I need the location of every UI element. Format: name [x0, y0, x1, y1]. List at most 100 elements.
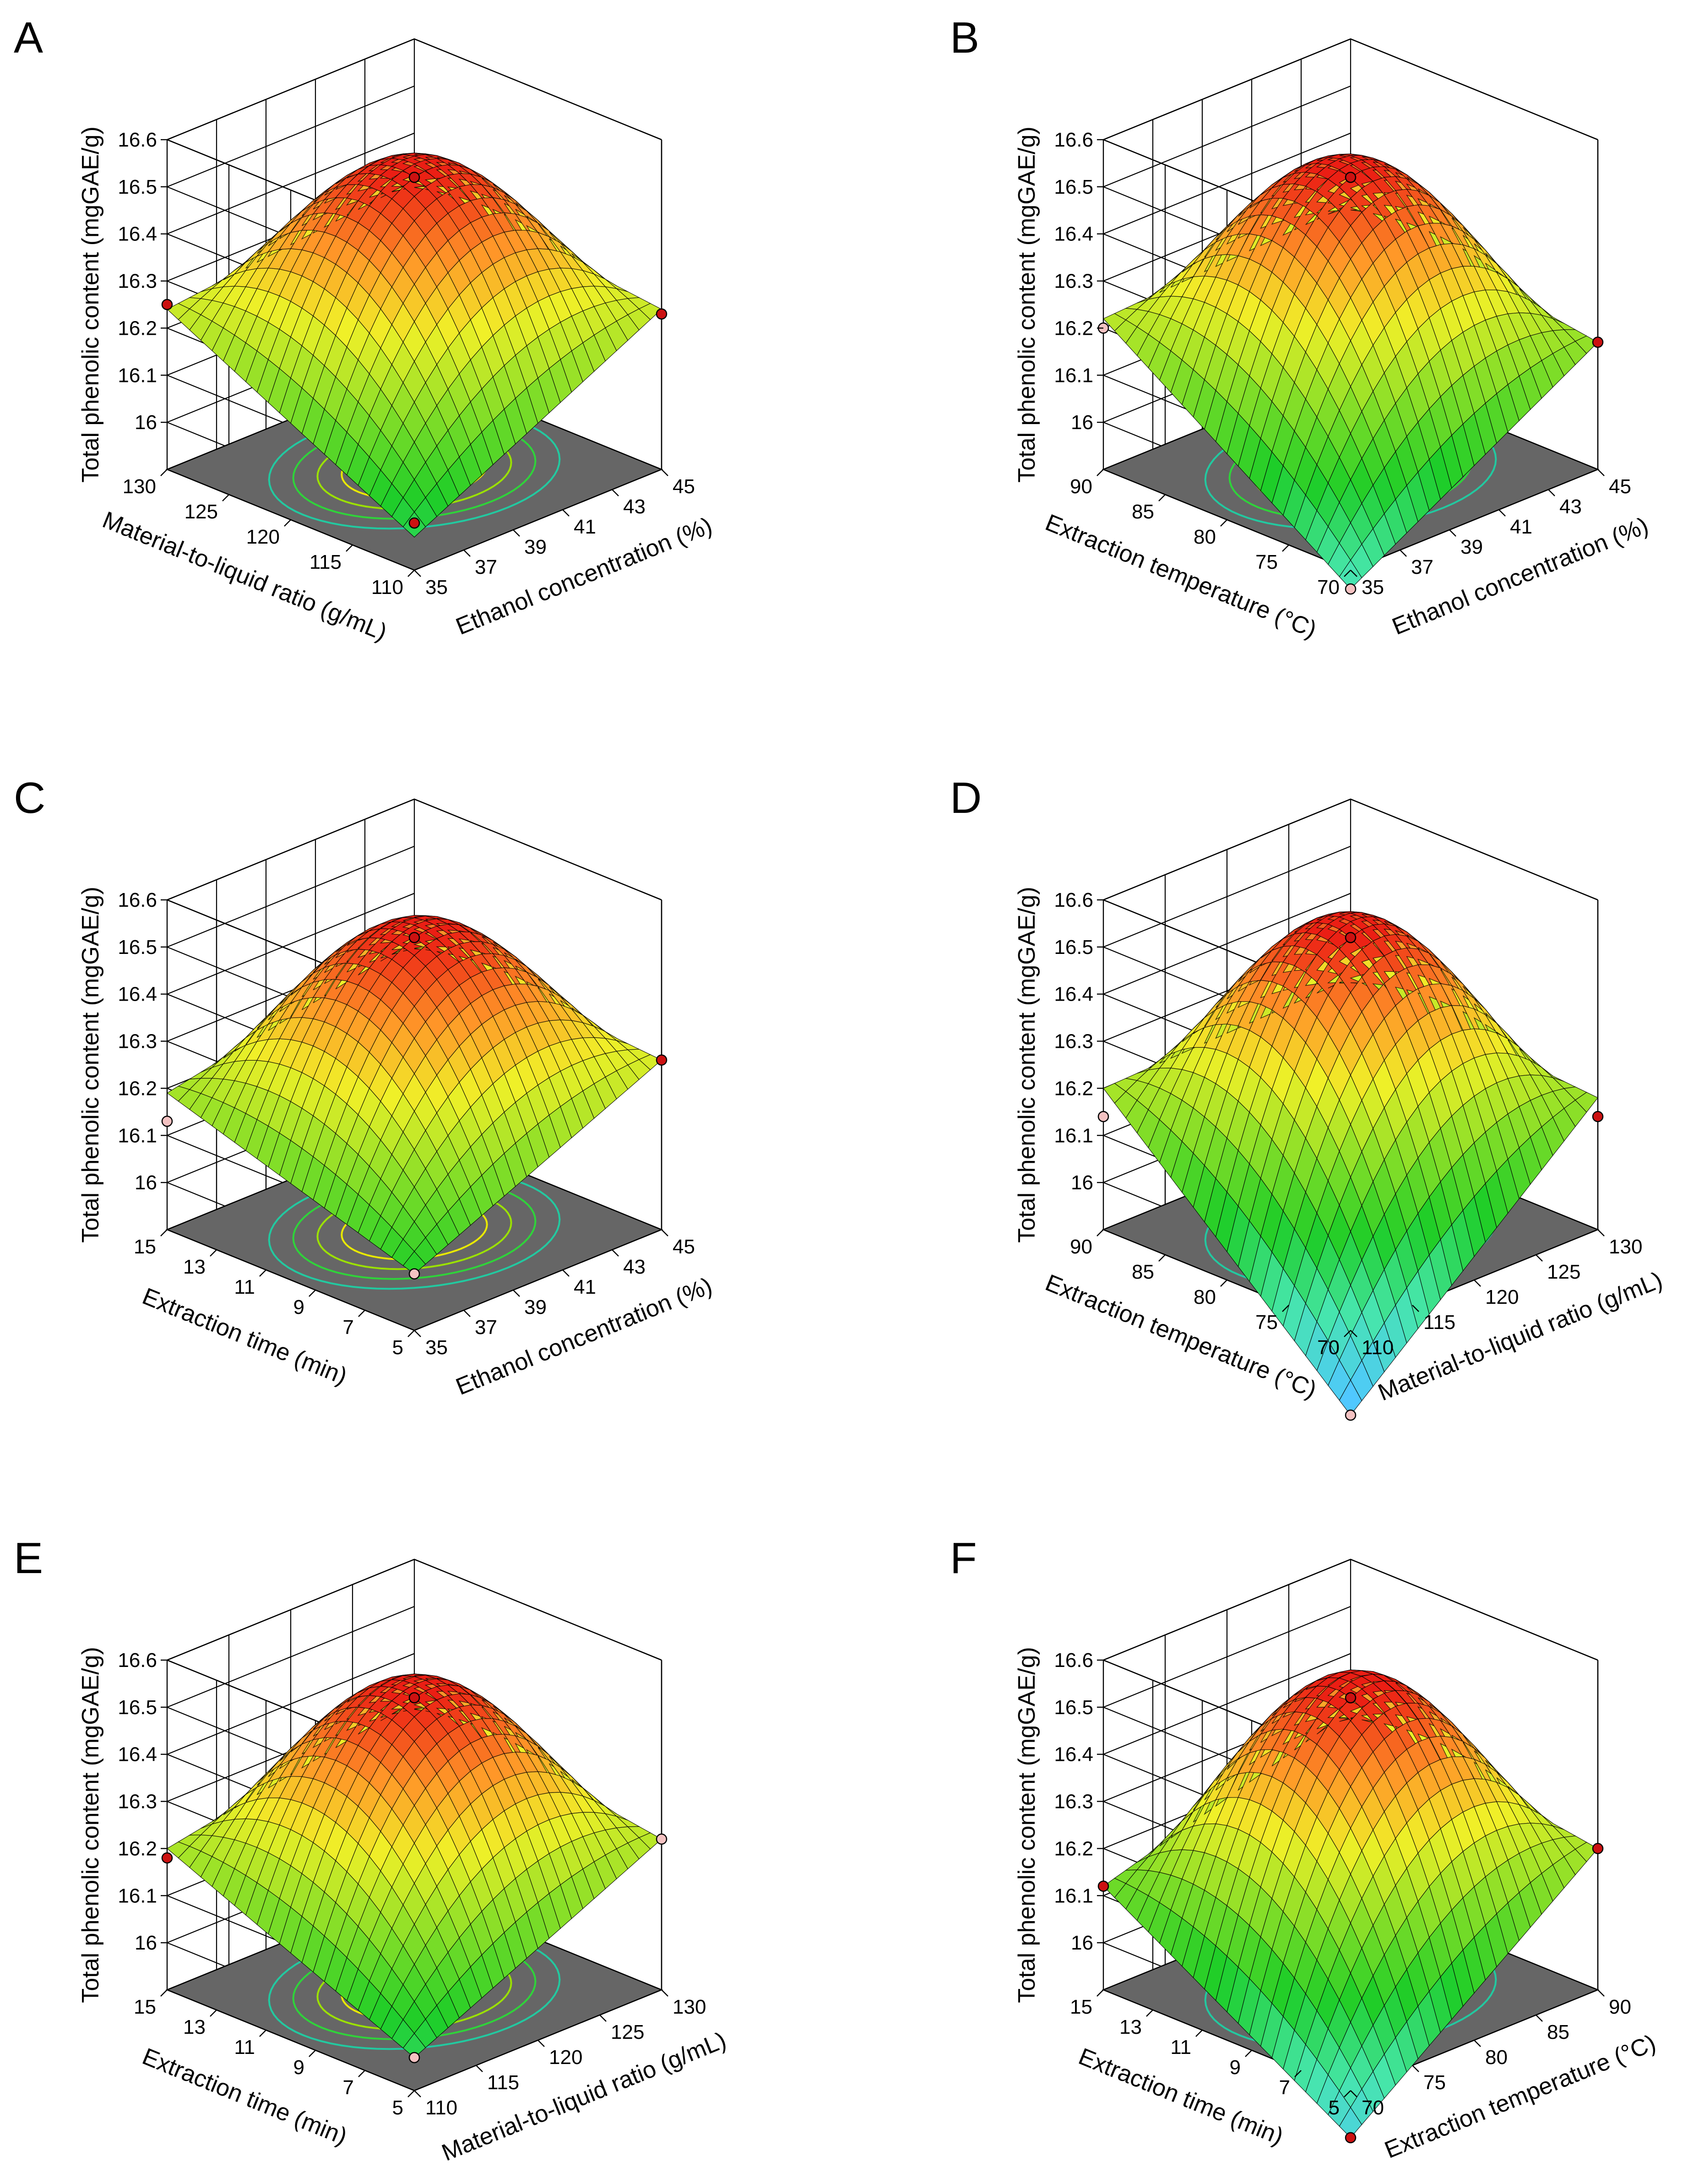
x-tick-label: 45	[673, 475, 695, 498]
x-tick	[1548, 489, 1555, 496]
z-tick-label: 16.1	[1054, 1884, 1093, 1907]
x-tick-label: 130	[673, 1996, 706, 2018]
x-tick-label: 110	[1362, 1336, 1394, 1359]
box-top-edge	[165, 38, 662, 241]
x-tick	[537, 2040, 545, 2047]
z-tick-label: 16.1	[118, 1124, 157, 1147]
x-tick-label: 115	[1423, 1311, 1455, 1334]
y-tick-label: 15	[134, 1236, 156, 1258]
x-tick-label: 35	[425, 576, 448, 599]
y-tick-label: 11	[1170, 2036, 1191, 2059]
z-tick-label: 16.6	[1054, 1649, 1093, 1672]
x-tick	[562, 1269, 570, 1277]
design-point	[408, 517, 420, 529]
x-tick-label: 120	[549, 2046, 582, 2069]
x-tick	[513, 1290, 520, 1297]
y-tick-label: 75	[1255, 551, 1278, 573]
x-tick	[612, 489, 619, 496]
y-tick	[1220, 1280, 1227, 1287]
design-point	[1097, 1111, 1109, 1122]
z-tick-label: 16.6	[118, 1649, 157, 1672]
y-tick	[1158, 494, 1166, 501]
y-tick	[1245, 2050, 1252, 2057]
z-tick-label: 16.3	[118, 270, 157, 293]
x-tick	[1597, 469, 1605, 476]
z-axis-title: Total phenolic content (mgGAE/g)	[77, 887, 104, 1243]
x-tick-label: 41	[574, 1276, 596, 1298]
y-tick-label: 125	[185, 501, 218, 523]
y-tick	[1146, 2010, 1153, 2017]
y-tick-label: 110	[371, 576, 403, 599]
design-point	[1345, 1692, 1357, 1704]
x-tick	[1412, 2065, 1419, 2072]
y-tick-label: 85	[1132, 501, 1154, 523]
x-tick	[463, 1310, 471, 1317]
x-tick-label: 43	[623, 1256, 646, 1278]
chart-panel-b: 35 37 39 41 43 45 70 75 80 85 90 16 16.1 16.2 16.3 16.4…	[950, 13, 1652, 643]
y-tick	[407, 570, 415, 577]
x-tick	[1474, 2040, 1481, 2047]
design-point	[1592, 1843, 1604, 1854]
x-tick	[1350, 2090, 1357, 2097]
z-tick-label: 16.5	[1054, 936, 1093, 959]
y-tick-label: 5	[392, 1336, 403, 1359]
design-point	[1345, 1409, 1357, 1421]
y-axis-title: Extraction time (min)	[1075, 2043, 1287, 2150]
x-tick	[612, 1249, 619, 1257]
surface-cell	[1574, 1092, 1598, 1113]
design-point	[656, 308, 668, 320]
design-point	[408, 2052, 420, 2064]
y-tick	[210, 2010, 217, 2017]
design-point	[1345, 583, 1357, 595]
chart-panel-d: 110 115 120 125 130 70 75 80 85 90 16 16.1 16.2 16.3 1…	[950, 773, 1666, 1421]
design-point	[408, 932, 420, 943]
z-axis-title: Total phenolic content (mgGAE/g)	[1014, 887, 1040, 1243]
design-point	[408, 1268, 420, 1280]
y-tick	[1220, 519, 1227, 527]
y-tick	[222, 494, 229, 501]
x-tick	[1449, 529, 1456, 537]
x-tick	[463, 550, 471, 557]
y-tick-label: 5	[1329, 2097, 1340, 2119]
x-tick-label: 41	[574, 516, 596, 538]
response-surface	[166, 152, 662, 538]
y-tick	[1282, 1305, 1289, 1312]
x-tick-label: 85	[1547, 2021, 1569, 2043]
y-tick	[1282, 545, 1289, 552]
x-tick-label: 39	[524, 536, 547, 558]
y-tick-label: 13	[1119, 2016, 1142, 2038]
z-tick-label: 16.1	[1054, 1124, 1093, 1147]
z-tick-label: 16.3	[118, 1030, 157, 1053]
y-tick-label: 11	[234, 1276, 255, 1298]
z-tick-label: 16.4	[1054, 223, 1093, 245]
panel-label: D	[950, 773, 982, 822]
box-top-edge	[1102, 1558, 1598, 1762]
design-point	[1097, 1880, 1109, 1892]
response-surface	[1103, 911, 1598, 1416]
z-tick-label: 16.5	[118, 176, 157, 198]
y-tick	[160, 1989, 168, 1997]
x-tick	[562, 509, 570, 517]
y-tick	[358, 2070, 365, 2077]
y-tick-label: 15	[134, 1996, 156, 2018]
z-tick-label: 16	[135, 1171, 157, 1194]
z-tick-label: 16.3	[1054, 1030, 1093, 1053]
y-tick-label: 75	[1255, 1311, 1278, 1334]
x-tick-label: 125	[611, 2021, 644, 2043]
y-tick	[1344, 2090, 1351, 2097]
z-tick-label: 16.6	[1054, 889, 1093, 911]
y-tick	[407, 2090, 415, 2097]
x-tick-label: 39	[524, 1296, 547, 1318]
y-tick-label: 130	[123, 475, 156, 498]
chart-panel-c: 35 37 39 41 43 45 5 7 9 11 13 15 16 16.1 16.2 16.3 16.4 1…	[14, 773, 716, 1400]
x-tick	[414, 570, 421, 577]
z-tick-label: 16.5	[1054, 176, 1093, 198]
y-tick	[1344, 570, 1351, 577]
z-tick-label: 16	[135, 411, 157, 434]
z-tick-label: 16.6	[1054, 129, 1093, 151]
response-surface	[1103, 1669, 1598, 2138]
y-tick-label: 9	[1230, 2056, 1241, 2079]
design-point	[161, 1116, 173, 1127]
y-tick	[259, 2030, 266, 2037]
z-tick-label: 16.6	[118, 889, 157, 911]
